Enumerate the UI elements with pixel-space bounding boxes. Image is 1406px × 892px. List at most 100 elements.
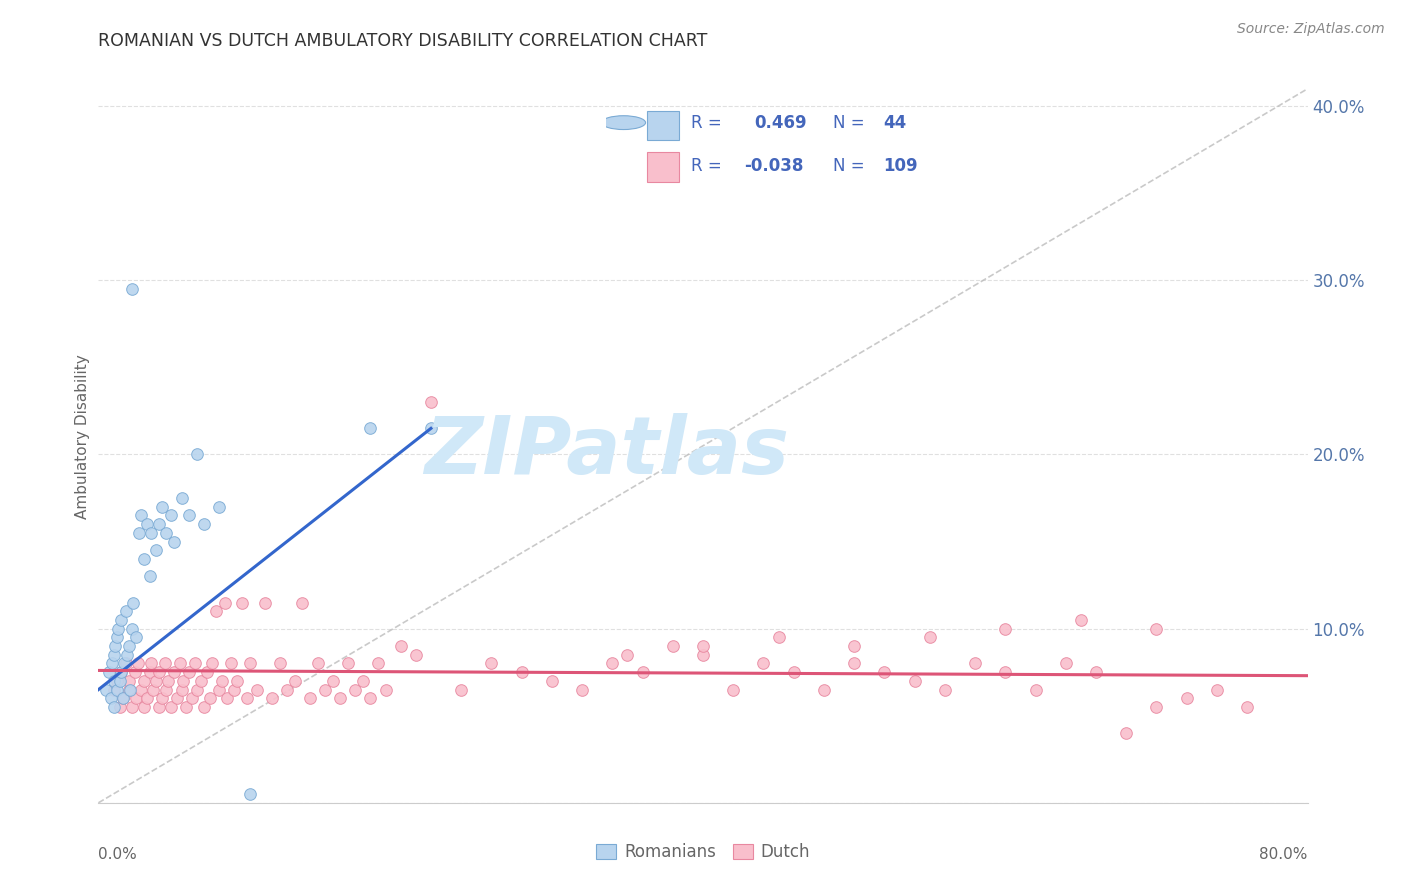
Point xyxy=(121,282,143,296)
Point xyxy=(262,691,284,706)
Point xyxy=(360,421,382,435)
Point xyxy=(1175,691,1198,706)
Point xyxy=(125,631,148,645)
Point xyxy=(211,673,233,688)
Point xyxy=(540,673,562,688)
Point xyxy=(276,682,298,697)
Point xyxy=(129,682,152,697)
Point xyxy=(128,525,150,540)
Point xyxy=(420,395,443,409)
Point xyxy=(145,543,167,558)
Point xyxy=(965,657,987,671)
Point xyxy=(616,648,638,662)
Point xyxy=(661,639,683,653)
Point xyxy=(110,665,132,680)
Point xyxy=(201,657,224,671)
Point xyxy=(752,657,775,671)
Point xyxy=(221,657,243,671)
Point xyxy=(224,682,246,697)
Point xyxy=(121,700,143,714)
Point xyxy=(153,657,176,671)
Point xyxy=(163,534,186,549)
Point xyxy=(111,691,134,706)
Point xyxy=(208,500,231,514)
Point xyxy=(100,691,122,706)
Point xyxy=(193,700,215,714)
Text: 80.0%: 80.0% xyxy=(1260,847,1308,862)
Point xyxy=(190,673,212,688)
Point xyxy=(336,657,359,671)
Point xyxy=(918,631,941,645)
Point xyxy=(118,673,141,688)
Point xyxy=(1144,622,1167,636)
Point xyxy=(111,691,134,706)
Point xyxy=(322,673,344,688)
Point xyxy=(214,595,236,609)
Point xyxy=(172,673,194,688)
Point xyxy=(132,552,155,566)
Point xyxy=(181,691,204,706)
Point xyxy=(122,595,145,609)
Point xyxy=(186,682,208,697)
Point xyxy=(344,682,367,697)
Point xyxy=(141,657,163,671)
Point xyxy=(150,691,173,706)
Point xyxy=(692,639,714,653)
Point xyxy=(120,682,142,697)
Point xyxy=(239,787,262,801)
Point xyxy=(110,613,132,627)
Point xyxy=(352,673,374,688)
Point xyxy=(141,525,163,540)
Point xyxy=(360,691,382,706)
Point xyxy=(813,682,835,697)
Point xyxy=(132,700,155,714)
Point xyxy=(215,691,238,706)
Point xyxy=(101,657,124,671)
Point xyxy=(208,682,231,697)
Point xyxy=(160,700,183,714)
Point xyxy=(253,595,276,609)
Point xyxy=(129,508,152,523)
Point xyxy=(1054,657,1077,671)
Point xyxy=(1115,726,1137,740)
Point xyxy=(299,691,322,706)
Point xyxy=(127,657,149,671)
Point xyxy=(269,657,291,671)
Legend: Romanians, Dutch: Romanians, Dutch xyxy=(589,837,817,868)
Point xyxy=(142,682,165,697)
Point xyxy=(186,448,208,462)
Point xyxy=(571,682,593,697)
Point xyxy=(284,673,307,688)
Point xyxy=(768,631,790,645)
Point xyxy=(110,665,132,680)
Point xyxy=(405,648,427,662)
Point xyxy=(631,665,654,680)
Point xyxy=(118,682,141,697)
Point xyxy=(1085,665,1108,680)
Point xyxy=(246,682,269,697)
Point xyxy=(155,525,177,540)
Point xyxy=(155,682,177,697)
Point xyxy=(844,639,866,653)
Point xyxy=(107,622,129,636)
Point xyxy=(121,622,143,636)
Point xyxy=(481,657,503,671)
Point xyxy=(174,700,197,714)
Text: ROMANIAN VS DUTCH AMBULATORY DISABILITY CORRELATION CHART: ROMANIAN VS DUTCH AMBULATORY DISABILITY … xyxy=(98,32,707,50)
Point xyxy=(108,673,131,688)
Point xyxy=(105,673,128,688)
Point xyxy=(103,682,125,697)
Point xyxy=(723,682,745,697)
Point xyxy=(329,691,352,706)
Point xyxy=(112,657,135,671)
Point xyxy=(1236,700,1258,714)
Point xyxy=(105,682,128,697)
Point xyxy=(205,604,228,618)
Point xyxy=(1144,700,1167,714)
Point xyxy=(103,700,125,714)
Point xyxy=(104,639,127,653)
Point xyxy=(692,648,714,662)
Y-axis label: Ambulatory Disability: Ambulatory Disability xyxy=(75,355,90,519)
Point xyxy=(510,665,533,680)
Point xyxy=(200,691,222,706)
